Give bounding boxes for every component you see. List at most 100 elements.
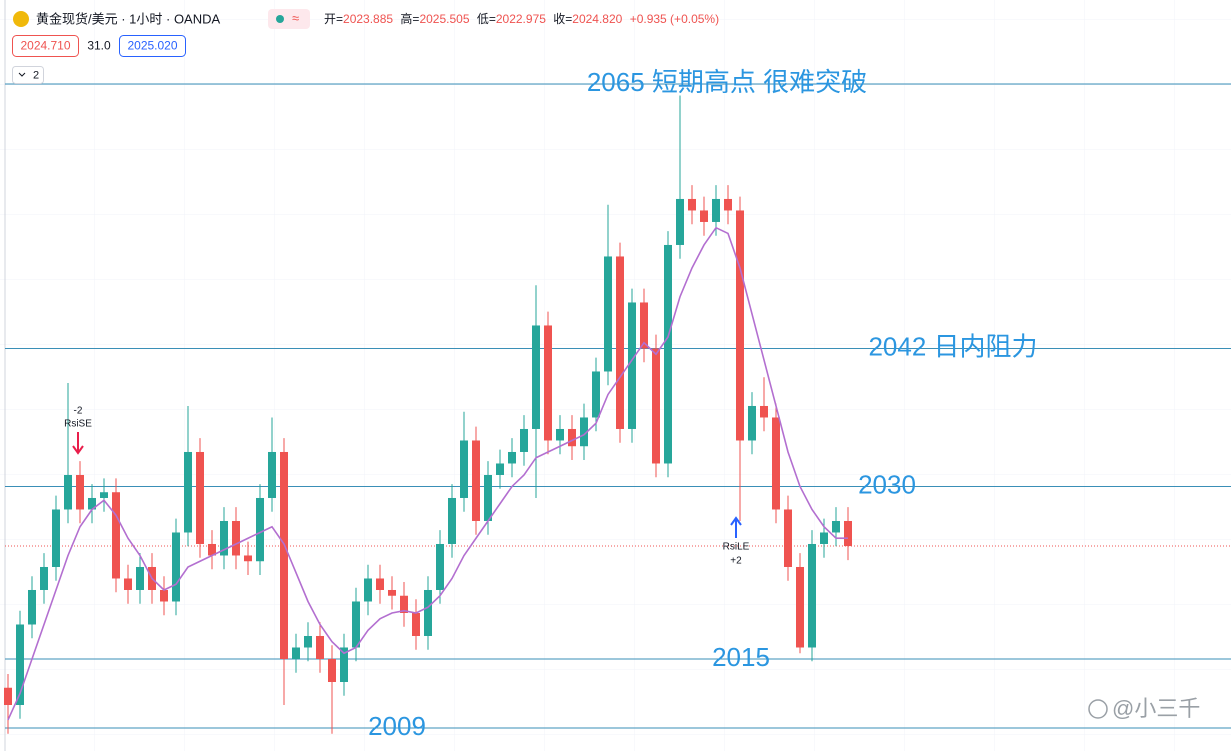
candle-body (628, 302, 636, 429)
candle-body (796, 566, 804, 648)
signal-bottom: +2 (730, 556, 742, 567)
level-label: 2042 日内阻力 (868, 331, 1037, 361)
candle-body (688, 198, 696, 211)
candle-body (772, 417, 780, 510)
candle-body (436, 543, 444, 590)
status-icon: ≈ (292, 10, 299, 25)
moving-average (7, 226, 848, 721)
candle-body (820, 532, 828, 544)
candle-body (616, 256, 624, 429)
open-label: 开= (324, 12, 343, 26)
candle-body (172, 532, 180, 602)
candle-body (808, 543, 816, 648)
indicator-count: 2 (33, 69, 39, 81)
candle-body (712, 198, 720, 222)
level-label: 2065 短期高点 很难突破 (587, 67, 867, 97)
candle-body (292, 647, 300, 659)
symbol-icon (13, 11, 29, 27)
candle-body (304, 635, 312, 648)
candle-body (676, 198, 684, 245)
candle-body (52, 509, 60, 567)
candle-body (364, 578, 372, 602)
candle-body (256, 497, 264, 562)
candle-body (376, 578, 384, 590)
low-label: 低= (477, 12, 496, 26)
level-label: 2030 (858, 469, 916, 499)
candle-body (136, 566, 144, 590)
candle-body (604, 256, 612, 372)
chevron (18, 72, 26, 77)
candle-body (208, 543, 216, 556)
candle-body (724, 198, 732, 211)
candle-body (160, 589, 168, 602)
candle-body (328, 658, 336, 682)
candle-body (4, 687, 12, 705)
level-label: 2015 (712, 642, 770, 672)
spread: 31.0 (87, 39, 111, 53)
candle-body (736, 210, 744, 441)
open-value: 2023.885 (343, 12, 393, 26)
ask-box[interactable] (119, 35, 186, 57)
close-label: 收= (553, 12, 572, 26)
candle-body (400, 595, 408, 613)
candle-body (88, 497, 96, 510)
status-dot (276, 15, 284, 23)
candle-body (184, 451, 192, 533)
candle-body (484, 474, 492, 521)
candle-body (16, 624, 24, 705)
low-value: 2022.975 (496, 12, 546, 26)
candle-body (544, 325, 552, 441)
candle-body (532, 325, 540, 429)
candle-body (460, 440, 468, 498)
candle-body (748, 405, 756, 441)
bid-box[interactable] (12, 35, 79, 57)
candle-body (508, 451, 516, 464)
candle-body (28, 589, 36, 625)
candle-body (340, 647, 348, 682)
candle-body (640, 302, 648, 349)
candle-body (280, 451, 288, 659)
close-value: 2024.820 (572, 12, 622, 26)
candle-body (220, 520, 228, 556)
bid: 2024.710 (20, 39, 70, 53)
candle-body (424, 589, 432, 636)
candle-body (592, 371, 600, 418)
candle-body (232, 520, 240, 556)
candle-body (784, 509, 792, 567)
candle-body (844, 520, 852, 547)
candle-body (100, 492, 108, 498)
signal-bottom: RsiSE (64, 419, 92, 430)
candle-body (316, 635, 324, 659)
ask: 2025.020 (127, 39, 177, 53)
status-box[interactable] (268, 9, 310, 29)
high-value: 2025.505 (419, 12, 469, 26)
candle-body (412, 612, 420, 636)
candle-body (652, 348, 660, 464)
symbol-title[interactable]: 黄金现货/美元 · 1小时 · OANDA (36, 11, 221, 26)
candle-body (244, 555, 252, 562)
change: +0.935 (+0.05%) (630, 12, 719, 26)
candle-body (832, 520, 840, 533)
candle-body (556, 428, 564, 441)
candle-body (196, 451, 204, 544)
candle-body (40, 566, 48, 590)
candle-body (64, 474, 72, 510)
watermark: @小三千 (1112, 696, 1200, 721)
candle-body (700, 210, 708, 222)
candle-body (760, 405, 768, 418)
watermark-icon (1088, 699, 1108, 719)
indicator-toggle[interactable] (12, 66, 44, 84)
candle-body (352, 601, 360, 648)
buy-arrow (730, 516, 742, 538)
candle-body (664, 244, 672, 464)
candle-body (496, 463, 504, 475)
candle-body (388, 589, 396, 596)
sell-arrow (72, 432, 84, 455)
candle-body (448, 497, 456, 544)
level-label: 2009 (368, 711, 426, 741)
signal-top: RsiLE (723, 542, 750, 553)
candle-body (112, 492, 120, 579)
candle-body (124, 578, 132, 590)
